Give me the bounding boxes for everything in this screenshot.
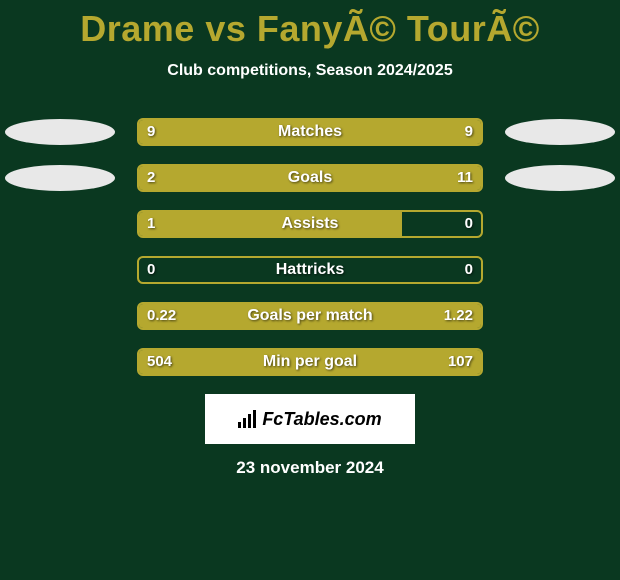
comparison-chart: 99Matches211Goals10Assists00Hattricks0.2… — [0, 118, 620, 376]
stat-row: 211Goals — [0, 164, 620, 192]
brand-text: FcTables.com — [262, 409, 381, 430]
stat-value-left: 0.22 — [137, 302, 186, 330]
stat-row: 0.221.22Goals per match — [0, 302, 620, 330]
stat-bar-left-fill — [139, 212, 402, 236]
stat-bar — [137, 118, 483, 146]
stat-row: 00Hattricks — [0, 256, 620, 284]
stat-bar — [137, 210, 483, 238]
stat-value-left: 504 — [137, 348, 182, 376]
stat-value-right: 9 — [455, 118, 483, 146]
stat-value-left: 1 — [137, 210, 165, 238]
player-right-marker — [505, 119, 615, 145]
stat-value-left: 0 — [137, 256, 165, 284]
stat-bar — [137, 164, 483, 192]
stat-bar — [137, 302, 483, 330]
stat-value-right: 1.22 — [434, 302, 483, 330]
stat-bar — [137, 348, 483, 376]
stat-row: 504107Min per goal — [0, 348, 620, 376]
brand-logo: FcTables.com — [205, 394, 415, 444]
page-title: Drame vs FanyÃ© TourÃ© — [0, 0, 620, 50]
stat-row: 99Matches — [0, 118, 620, 146]
date-label: 23 november 2024 — [0, 458, 620, 478]
stat-value-left: 2 — [137, 164, 165, 192]
stat-value-right: 11 — [447, 164, 483, 192]
stat-row: 10Assists — [0, 210, 620, 238]
stat-value-right: 0 — [455, 210, 483, 238]
stat-value-right: 107 — [438, 348, 483, 376]
subtitle: Club competitions, Season 2024/2025 — [0, 62, 620, 80]
stat-bar-right-fill — [204, 166, 481, 190]
player-right-marker — [505, 165, 615, 191]
stat-value-right: 0 — [455, 256, 483, 284]
stat-bar-left-fill — [139, 120, 481, 144]
player-left-marker — [5, 165, 115, 191]
stat-value-left: 9 — [137, 118, 165, 146]
bars-icon — [238, 410, 256, 428]
player-left-marker — [5, 119, 115, 145]
stat-bar — [137, 256, 483, 284]
